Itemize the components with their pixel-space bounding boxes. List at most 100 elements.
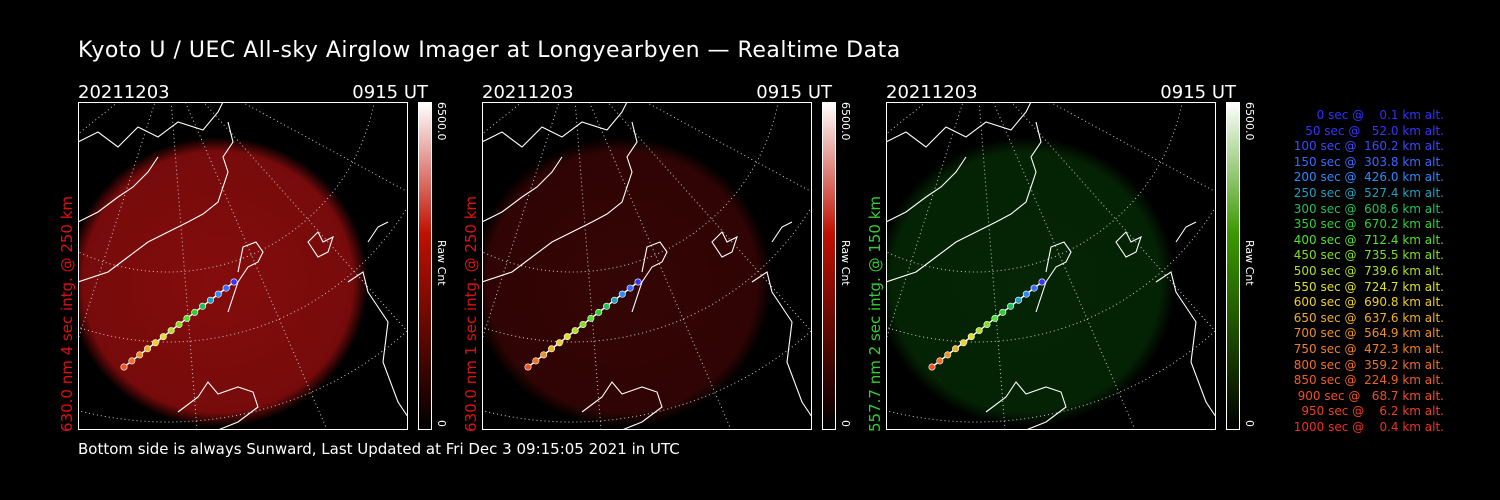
meridian-line [482,102,560,342]
trajectory-point [579,321,587,329]
coastline [985,381,1067,430]
coastline [1035,241,1072,313]
trajectory-point [175,321,183,329]
trajectory-point [618,290,626,298]
trajectory-point [1038,278,1046,286]
meridian-line [78,102,119,135]
colorbar-unit: Raw Cnt [435,240,448,286]
colorbar-min: 0 [1243,420,1256,427]
legend-entry: 250 sec @ 527.4 km alt. [1289,185,1444,200]
trajectory-point [975,327,983,335]
trajectory-point [928,363,936,371]
coastline [631,241,668,313]
meridian-line [202,102,408,333]
airglow-region [886,137,1176,427]
trajectory-point [999,308,1007,316]
trajectory-point [128,357,136,365]
imager-panel-3: 20211203 0915 UT 557.7 nm 2 sec intg. @ … [866,82,1306,432]
imager-panel-1: 20211203 0915 UT 630.0 nm 4 sec intg. @ … [58,82,498,432]
legend-entry: 700 sec @ 564.9 km alt. [1289,326,1444,341]
trajectory-point [159,333,167,341]
coastline [711,231,738,258]
coastline [1175,221,1197,243]
frame-border [482,102,812,430]
legend-entry: 100 sec @ 160.2 km alt. [1289,139,1444,154]
colorbar [822,102,836,430]
panel-wavelength-label: 557.7 nm 2 sec intg. @ 150 km [866,195,884,432]
coastline [751,271,812,418]
trajectory-point [206,296,214,304]
trajectory-point [952,345,960,353]
frame-border [78,102,408,430]
imager-panel-2: 20211203 0915 UT 630.0 nm 1 sec intg. @ … [462,82,902,432]
allsky-image [886,102,1216,430]
colorbar [1226,102,1240,430]
legend-entry: 150 sec @ 303.8 km alt. [1289,154,1444,169]
coastline [1155,271,1216,418]
trajectory-point [959,339,967,347]
legend-entry: 50 sec @ 52.0 km alt. [1297,123,1444,138]
meridian-line [606,102,812,333]
trajectory-point [595,308,603,316]
coastline [78,156,159,223]
airglow-region [482,137,772,427]
colorbar-max: 6500.0 [839,102,852,141]
coastline [482,121,638,283]
coastline [771,221,793,243]
coastline [482,156,563,223]
trajectory-point [136,351,144,359]
legend-entry: 900 sec @ 68.7 km alt. [1293,388,1444,403]
legend-entry: 400 sec @ 712.4 km alt. [1289,232,1444,247]
trajectory-point [214,290,222,298]
trajectory-point [199,302,207,310]
legend-entry: 1000 sec @ 0.4 km alt. [1293,419,1444,434]
legend-entry: 500 sec @ 739.6 km alt. [1289,263,1444,278]
trajectory-point [1030,284,1038,292]
panel-time: 0915 UT [1160,82,1236,103]
coastline [1115,231,1142,258]
colorbar-min: 0 [839,420,852,427]
airglow-region [78,137,368,427]
trajectory-point [144,345,152,353]
trajectory-point [183,314,191,322]
trajectory-point [1022,290,1030,298]
footer-note: Bottom side is always Sunward, Last Upda… [78,440,680,458]
panel-date: 20211203 [78,82,170,103]
coastline [367,221,389,243]
colorbar-unit: Raw Cnt [1243,240,1256,286]
legend-entry: 850 sec @ 224.9 km alt. [1289,373,1444,388]
meridian-line [644,102,812,193]
trajectory-point [967,333,975,341]
trajectory-point [1007,302,1015,310]
meridian-line [886,102,964,342]
allsky-image [78,102,408,430]
meridian-line [78,102,156,342]
coastline [886,102,1032,148]
trajectory-point [120,363,128,371]
panel-date: 20211203 [886,82,978,103]
legend-entry: 350 sec @ 670.2 km alt. [1289,217,1444,232]
coastline [78,102,224,148]
legend-entry: 450 sec @ 735.5 km alt. [1289,248,1444,263]
colorbar-unit: Raw Cnt [839,240,852,286]
trajectory-point [944,351,952,359]
coastline [177,381,259,430]
panel-time: 0915 UT [352,82,428,103]
trajectory-point [610,296,618,304]
coastline [307,231,334,258]
trajectory-point [167,327,175,335]
trajectory-point [587,314,595,322]
trajectory-point [151,339,159,347]
colorbar-min: 0 [435,420,448,427]
coastline [227,241,264,313]
trajectory-point [634,278,642,286]
meridian-line [1010,102,1216,333]
coastline [886,121,1042,283]
trajectory-point [936,357,944,365]
legend-entry: 300 sec @ 608.6 km alt. [1289,201,1444,216]
legend-entry: 0 sec @ 0.1 km alt. [1305,108,1444,122]
trajectory-point [532,357,540,365]
meridian-line [482,102,523,135]
coastline [581,381,663,430]
legend-entry: 600 sec @ 690.8 km alt. [1289,295,1444,310]
